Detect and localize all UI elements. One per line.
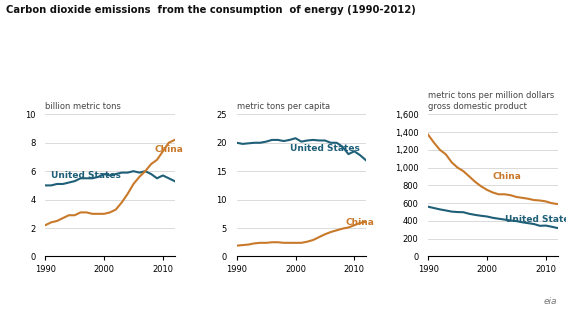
Text: metric tons per million dollars: metric tons per million dollars	[428, 91, 555, 100]
Text: China: China	[345, 218, 374, 227]
Text: United States: United States	[505, 215, 566, 224]
Text: metric tons per capita: metric tons per capita	[237, 103, 330, 112]
Text: billion metric tons: billion metric tons	[45, 103, 121, 112]
Text: Carbon dioxide emissions  from the consumption  of energy (1990-2012): Carbon dioxide emissions from the consum…	[6, 5, 415, 15]
Text: United States: United States	[290, 144, 359, 153]
Text: China: China	[493, 172, 522, 181]
Text: eia: eia	[544, 297, 558, 306]
Text: gross domestic product: gross domestic product	[428, 103, 527, 112]
Text: China: China	[154, 145, 183, 154]
Text: United States: United States	[51, 171, 121, 180]
